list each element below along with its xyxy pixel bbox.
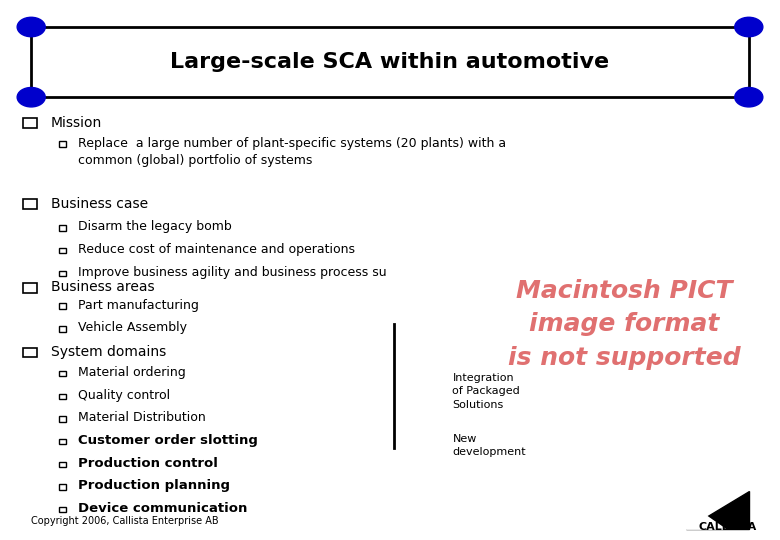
Text: Vehicle Assembly: Vehicle Assembly [78,321,187,334]
Circle shape [735,17,763,37]
Circle shape [735,87,763,107]
Text: CALLISTA: CALLISTA [698,522,757,532]
Text: Production planning: Production planning [78,480,230,492]
Bar [58,303,66,309]
Text: Customer order slotting: Customer order slotting [78,434,258,447]
Polygon shape [686,491,749,529]
Text: common (global) portfolio of systems: common (global) portfolio of systems [78,154,312,167]
Text: Production control: Production control [78,457,218,470]
Polygon shape [686,502,725,529]
Text: Integration
of Packaged
Solutions: Integration of Packaged Solutions [452,373,520,410]
Text: Mission: Mission [51,116,102,130]
Bar [58,371,66,376]
Bar [23,283,37,293]
Text: Part manufacturing: Part manufacturing [78,299,199,312]
Text: Material ordering: Material ordering [78,366,186,379]
Bar [23,118,37,128]
Bar [58,507,66,512]
Bar [58,271,66,276]
Text: Copyright 2006, Callista Enterprise AB: Copyright 2006, Callista Enterprise AB [31,516,219,526]
Text: Reduce cost of maintenance and operations: Reduce cost of maintenance and operation… [78,243,355,256]
Text: Improve business agility and business process su: Improve business agility and business pr… [78,266,387,279]
Bar [58,394,66,399]
Bar [58,484,66,490]
Text: New
development: New development [452,434,526,457]
Bar [23,199,37,209]
Text: Replace  a large number of plant-specific systems (20 plants) with a: Replace a large number of plant-specific… [78,137,506,150]
Circle shape [17,17,45,37]
Bar [23,348,37,357]
Bar [58,326,66,332]
Text: Business case: Business case [51,197,148,211]
FancyBboxPatch shape [31,27,749,97]
Text: Macintosh PICT
image format
is not supported: Macintosh PICT image format is not suppo… [508,279,740,369]
Bar [58,248,66,253]
Text: Large-scale SCA within automotive: Large-scale SCA within automotive [171,52,609,72]
Bar [58,462,66,467]
Text: Device communication: Device communication [78,502,247,515]
Text: Material Distribution: Material Distribution [78,411,206,424]
Bar [58,439,66,444]
Text: Quality control: Quality control [78,389,170,402]
Circle shape [17,87,45,107]
Text: Disarm the legacy bomb: Disarm the legacy bomb [78,220,232,233]
Text: Business areas: Business areas [51,280,154,294]
Bar [58,416,66,422]
Bar [58,225,66,231]
Bar [58,141,66,147]
Text: System domains: System domains [51,345,166,359]
